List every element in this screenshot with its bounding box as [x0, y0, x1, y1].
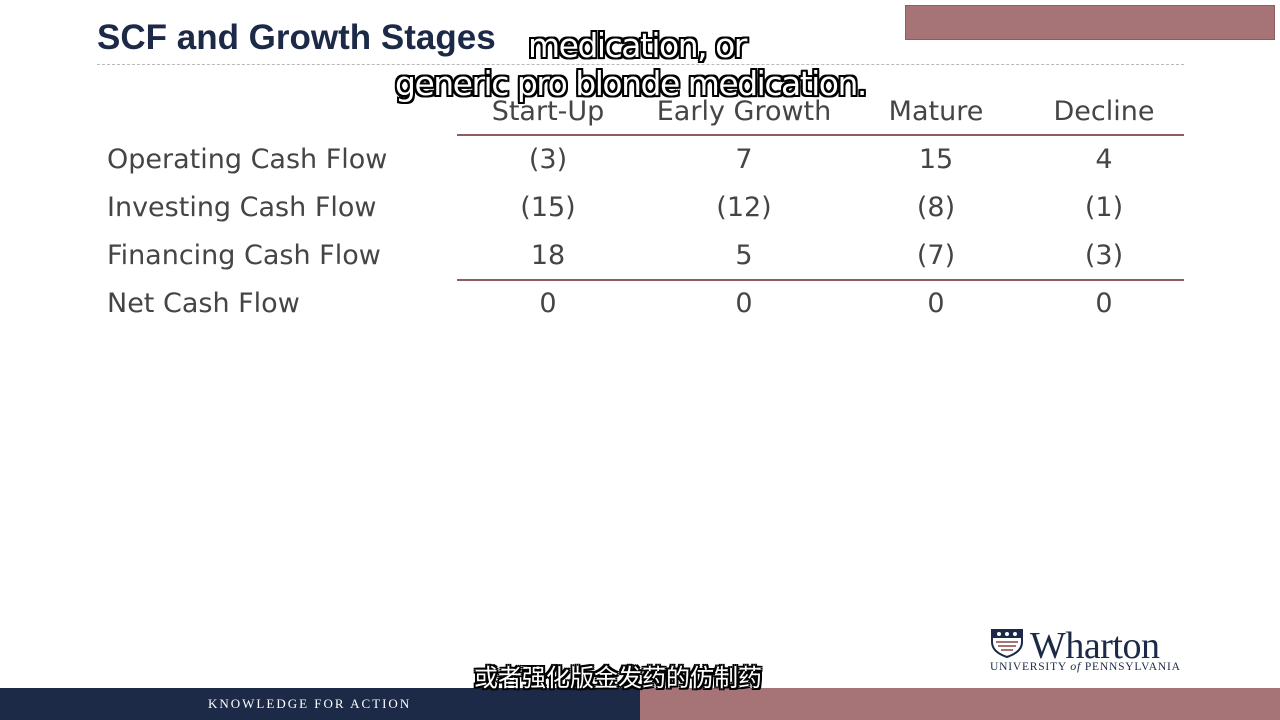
row-label-operating: Operating Cash Flow: [107, 144, 388, 175]
table-cell: 18: [530, 240, 566, 271]
subtitle-chinese: 或者强化版金发药的仿制药: [474, 664, 762, 692]
footer-bar-navy: [0, 688, 640, 720]
table-cell: 0: [735, 288, 753, 319]
table-cell: (3): [528, 144, 568, 175]
logo-subtitle: UNIVERSITY of PENNSYLVANIA: [990, 659, 1181, 674]
footer-tagline: KNOWLEDGE FOR ACTION: [208, 696, 412, 711]
logo-subtitle-of: of: [1070, 659, 1082, 673]
wharton-logo: Wharton UNIVERSITY of PENNSYLVANIA: [988, 624, 1193, 674]
column-header-early-growth: Early Growth: [656, 96, 832, 127]
table-cell: 7: [735, 144, 753, 175]
header-rule: [457, 134, 1184, 136]
total-rule: [457, 279, 1184, 281]
column-header-decline: Decline: [1053, 96, 1155, 127]
table-cell: (3): [1084, 240, 1124, 271]
row-label-financing: Financing Cash Flow: [107, 240, 381, 271]
column-header-start-up: Start-Up: [491, 96, 605, 127]
penn-shield-icon: [991, 629, 1023, 658]
table-cell: 0: [1095, 288, 1113, 319]
logo-subtitle-part2: PENNSYLVANIA: [1081, 661, 1181, 673]
table-cell: 5: [735, 240, 753, 271]
corner-accent-box: [905, 5, 1275, 40]
subtitle-english-line-1: medication, or: [528, 26, 747, 65]
logo-wordmark: Wharton: [1030, 625, 1160, 667]
table-cell: 15: [918, 144, 954, 175]
logo-subtitle-part1: UNIVERSITY: [990, 661, 1071, 673]
table-cell: (7): [916, 240, 956, 271]
table-cell: (12): [716, 192, 772, 223]
table-cell: 0: [927, 288, 945, 319]
footer-bar-maroon: [640, 688, 1280, 720]
subtitle-english-line-2: generic pro blonde medication.: [395, 64, 867, 103]
table-cell: 4: [1095, 144, 1113, 175]
table-cell: 0: [539, 288, 557, 319]
title-divider: [97, 64, 1184, 65]
table-cell: (8): [916, 192, 956, 223]
row-label-investing: Investing Cash Flow: [107, 192, 377, 223]
row-label-net: Net Cash Flow: [107, 288, 300, 319]
table-cell: (15): [520, 192, 576, 223]
table-cell: (1): [1084, 192, 1124, 223]
column-header-mature: Mature: [888, 96, 984, 127]
slide-title: SCF and Growth Stages: [97, 18, 496, 57]
